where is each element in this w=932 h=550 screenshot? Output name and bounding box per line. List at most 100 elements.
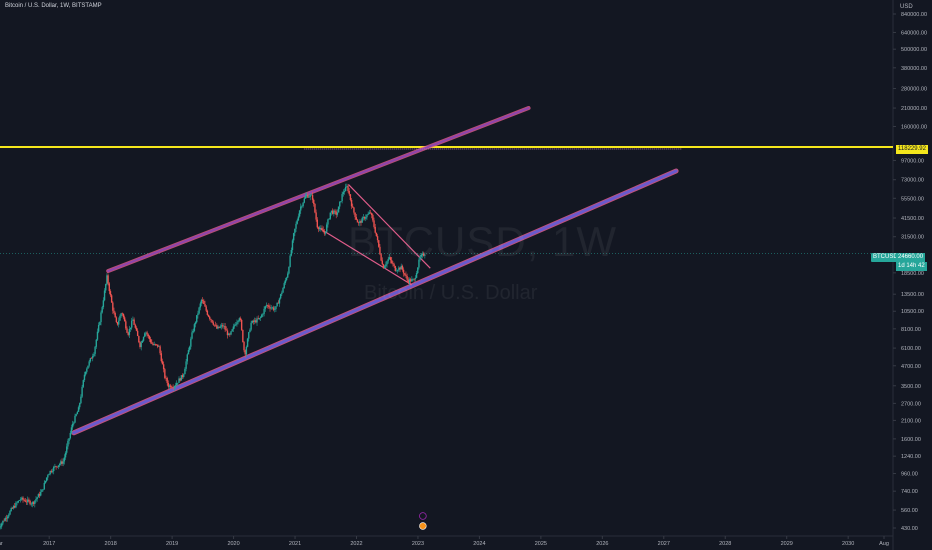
up-candle-body [30, 503, 32, 505]
down-candle-body [357, 222, 360, 224]
down-candle-body [123, 317, 126, 322]
down-candle-body [272, 307, 275, 310]
price-tick-label: 6100.00 [901, 346, 921, 352]
down-candle-body [149, 339, 152, 343]
down-candle-body [323, 232, 326, 234]
up-candle-body [297, 216, 300, 221]
up-candle-body [131, 320, 133, 328]
up-candle-body [336, 212, 339, 215]
up-candle-body [177, 382, 179, 384]
up-candle-body [45, 477, 48, 481]
up-candle-body [419, 256, 421, 260]
up-candle-body [327, 219, 329, 225]
down-candle-body [370, 213, 373, 215]
down-candle-body [28, 499, 30, 501]
down-candle-body [214, 324, 217, 326]
down-candle-body [148, 335, 151, 340]
up-candle-body [60, 461, 62, 465]
price-tick-label: 560.00 [901, 508, 918, 514]
up-candle-body [199, 303, 201, 308]
down-candle-body [162, 364, 165, 370]
up-candle-body [10, 508, 12, 511]
up-candle-body [120, 313, 122, 317]
down-candle-body [352, 206, 354, 208]
up-candle-body [2, 520, 4, 524]
up-candle-body [129, 327, 132, 330]
down-candle-body [152, 343, 154, 345]
up-candle-body [158, 346, 160, 348]
down-candle-body [404, 273, 406, 275]
time-tick-label: 2018 [105, 541, 117, 547]
up-candle-body [249, 329, 251, 333]
up-candle-body [178, 378, 180, 383]
up-candle-body [411, 279, 413, 282]
down-candle-body [226, 330, 229, 336]
up-candle-body [329, 212, 332, 219]
down-candle-body [112, 302, 114, 311]
down-candle-body [164, 369, 166, 378]
down-candle-body [405, 274, 407, 277]
down-candle-body [14, 506, 16, 508]
up-candle-body [49, 470, 51, 475]
up-candle-body [261, 314, 263, 318]
up-candle-body [412, 279, 414, 280]
down-candle-body [181, 375, 184, 377]
up-candle-body [421, 253, 424, 255]
up-candle-body [285, 277, 288, 281]
bar-countdown-tag: 1d 14h 42 [896, 262, 927, 271]
falling-wedge-upper-line [348, 184, 431, 269]
up-candle-body [191, 332, 193, 339]
up-candle-body [15, 502, 17, 508]
up-candle-body [67, 440, 69, 447]
down-candle-body [399, 267, 401, 270]
up-candle-body [231, 329, 233, 332]
down-candle-body [90, 358, 93, 359]
up-candle-body [83, 374, 86, 381]
up-candle-body [408, 279, 411, 283]
symbol-title[interactable]: Bitcoin / U.S. Dollar, 1W, BITSTAMP [5, 3, 102, 9]
up-candle-body [51, 471, 54, 472]
up-candle-body [420, 254, 423, 257]
down-candle-body [134, 324, 136, 328]
time-tick-label: Aug [879, 541, 889, 547]
up-candle-body [342, 192, 345, 195]
up-candle-body [142, 336, 145, 341]
down-candle-body [266, 305, 269, 306]
down-candle-body [307, 194, 309, 198]
up-candle-body [296, 220, 298, 224]
down-candle-body [375, 232, 378, 237]
up-candle-body [388, 257, 391, 260]
up-candle-body [219, 326, 222, 328]
up-candle-body [223, 325, 225, 327]
down-candle-body [242, 329, 244, 342]
up-candle-body [298, 210, 301, 217]
up-candle-body [258, 318, 261, 319]
down-candle-body [380, 254, 382, 261]
down-candle-body [139, 342, 141, 348]
price-tick-label: 500000.00 [901, 47, 927, 53]
price-tick-label: 740.00 [901, 489, 918, 495]
up-candle-body [89, 358, 92, 362]
up-candle-body [415, 273, 418, 278]
up-candle-body [118, 320, 120, 325]
up-candle-body [287, 273, 289, 278]
up-candle-body [227, 333, 230, 336]
up-candle-body [101, 307, 103, 313]
up-candle-body [86, 368, 88, 372]
up-candle-body [41, 489, 43, 493]
price-tick-label: 8100.00 [901, 327, 921, 333]
down-candle-body [160, 353, 162, 362]
up-candle-body [282, 288, 284, 293]
down-candle-body [22, 497, 24, 500]
time-tick-label: 2027 [658, 541, 670, 547]
up-candle-body [300, 206, 302, 211]
up-candle-body [19, 499, 22, 501]
up-candle-body [414, 277, 417, 280]
up-candle-body [343, 191, 346, 193]
up-candle-body [217, 326, 219, 329]
down-candle-body [179, 378, 181, 381]
up-candle-body [174, 385, 177, 387]
up-candle-body [262, 313, 264, 315]
up-candle-body [106, 275, 108, 285]
